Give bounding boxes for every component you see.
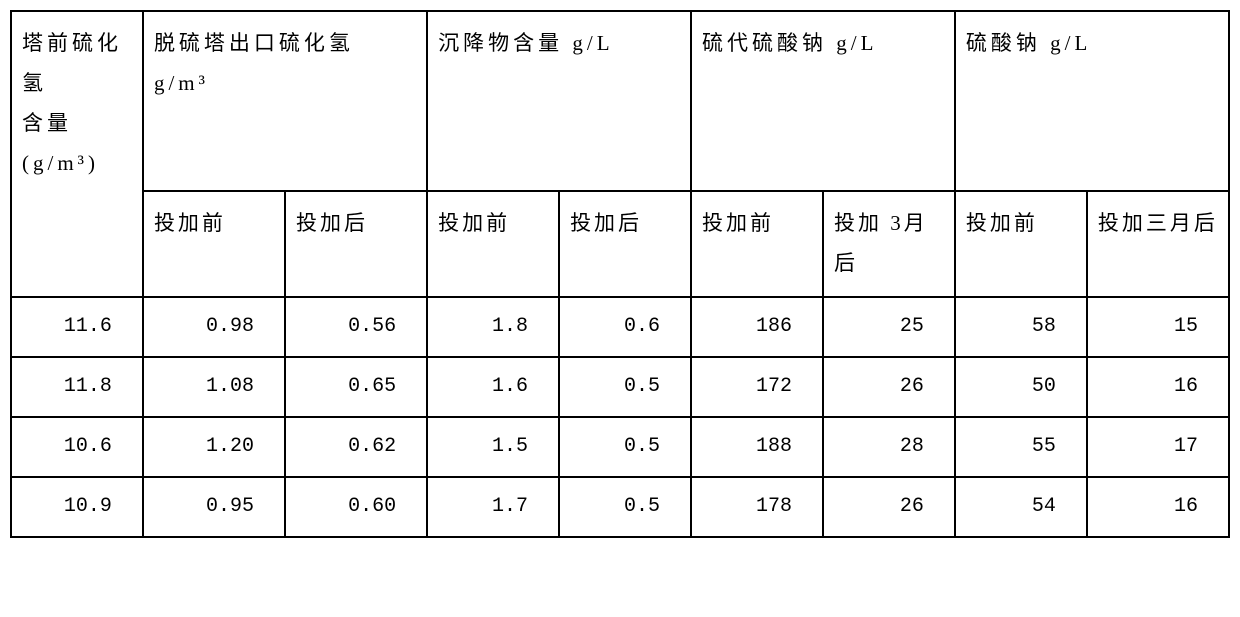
data-cell: 17 bbox=[1087, 417, 1229, 477]
data-cell: 1.5 bbox=[427, 417, 559, 477]
data-cell: 55 bbox=[955, 417, 1087, 477]
table-row: 10.6 1.20 0.62 1.5 0.5 188 28 55 17 bbox=[11, 417, 1229, 477]
subheader-after3m-1: 投加 3月后 bbox=[823, 191, 955, 297]
data-table: 塔前硫化氢含量(g/m³) 脱硫塔出口硫化氢 g/m³ 沉降物含量 g/L 硫代… bbox=[10, 10, 1230, 538]
table-subheader-row: 投加前 投加后 投加前 投加后 投加前 投加 3月后 投加前 投加三月后 bbox=[11, 191, 1229, 297]
data-cell: 1.08 bbox=[143, 357, 285, 417]
data-cell: 28 bbox=[823, 417, 955, 477]
data-cell: 16 bbox=[1087, 357, 1229, 417]
data-cell: 11.6 bbox=[11, 297, 143, 357]
data-cell: 16 bbox=[1087, 477, 1229, 537]
data-cell: 25 bbox=[823, 297, 955, 357]
data-cell: 10.6 bbox=[11, 417, 143, 477]
data-cell: 1.8 bbox=[427, 297, 559, 357]
data-cell: 1.20 bbox=[143, 417, 285, 477]
data-cell: 11.8 bbox=[11, 357, 143, 417]
data-cell: 172 bbox=[691, 357, 823, 417]
data-cell: 58 bbox=[955, 297, 1087, 357]
header-col1-2: 脱硫塔出口硫化氢 g/m³ bbox=[143, 11, 427, 191]
data-cell: 10.9 bbox=[11, 477, 143, 537]
table-row: 10.9 0.95 0.60 1.7 0.5 178 26 54 16 bbox=[11, 477, 1229, 537]
data-cell: 0.56 bbox=[285, 297, 427, 357]
table-row: 11.8 1.08 0.65 1.6 0.5 172 26 50 16 bbox=[11, 357, 1229, 417]
header-col5-6: 硫代硫酸钠 g/L bbox=[691, 11, 955, 191]
data-cell: 1.7 bbox=[427, 477, 559, 537]
data-cell: 188 bbox=[691, 417, 823, 477]
data-cell: 178 bbox=[691, 477, 823, 537]
data-cell: 0.65 bbox=[285, 357, 427, 417]
data-cell: 0.5 bbox=[559, 357, 691, 417]
table-header-row: 塔前硫化氢含量(g/m³) 脱硫塔出口硫化氢 g/m³ 沉降物含量 g/L 硫代… bbox=[11, 11, 1229, 191]
data-cell: 0.98 bbox=[143, 297, 285, 357]
data-cell: 0.60 bbox=[285, 477, 427, 537]
subheader-after3m-2: 投加三月后 bbox=[1087, 191, 1229, 297]
data-cell: 0.95 bbox=[143, 477, 285, 537]
data-cell: 186 bbox=[691, 297, 823, 357]
subheader-before-4: 投加前 bbox=[955, 191, 1087, 297]
data-cell: 1.6 bbox=[427, 357, 559, 417]
data-cell: 0.5 bbox=[559, 477, 691, 537]
table-row: 11.6 0.98 0.56 1.8 0.6 186 25 58 15 bbox=[11, 297, 1229, 357]
subheader-before-3: 投加前 bbox=[691, 191, 823, 297]
subheader-before-2: 投加前 bbox=[427, 191, 559, 297]
data-cell: 15 bbox=[1087, 297, 1229, 357]
header-col7-8: 硫酸钠 g/L bbox=[955, 11, 1229, 191]
header-col0: 塔前硫化氢含量(g/m³) bbox=[11, 11, 143, 297]
data-cell: 54 bbox=[955, 477, 1087, 537]
data-cell: 0.5 bbox=[559, 417, 691, 477]
data-cell: 26 bbox=[823, 477, 955, 537]
data-cell: 26 bbox=[823, 357, 955, 417]
header-col3-4: 沉降物含量 g/L bbox=[427, 11, 691, 191]
subheader-after-2: 投加后 bbox=[559, 191, 691, 297]
subheader-after-1: 投加后 bbox=[285, 191, 427, 297]
data-cell: 0.6 bbox=[559, 297, 691, 357]
data-cell: 0.62 bbox=[285, 417, 427, 477]
data-cell: 50 bbox=[955, 357, 1087, 417]
subheader-before-1: 投加前 bbox=[143, 191, 285, 297]
